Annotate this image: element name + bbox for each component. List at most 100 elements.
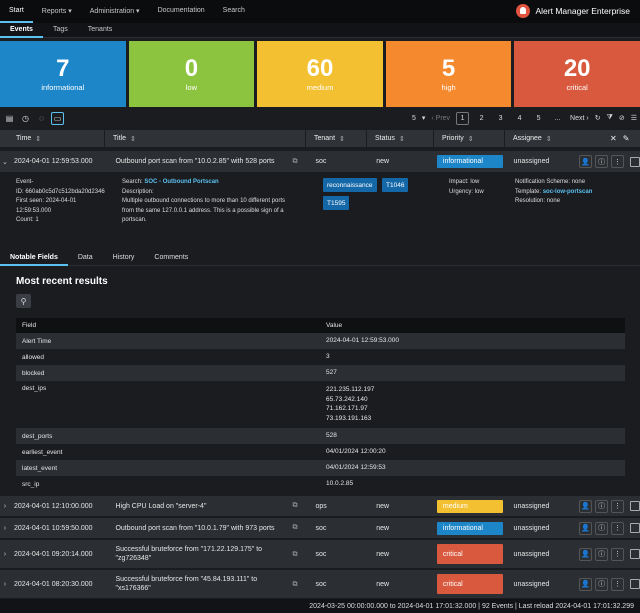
info-icon[interactable]: ⓘ bbox=[595, 499, 609, 513]
col-status[interactable]: Status ⇕ bbox=[367, 130, 434, 147]
field-value: 3 bbox=[326, 353, 330, 361]
tab-comments[interactable]: Comments bbox=[154, 254, 189, 261]
row-priority: critical bbox=[435, 570, 506, 598]
magic-wand-icon[interactable]: ⚲ bbox=[16, 294, 31, 308]
table-row[interactable]: › 2024-04-01 12:10:00.000 High CPU Load … bbox=[0, 495, 640, 516]
tile-label: medium bbox=[306, 83, 334, 92]
assign-user-icon[interactable]: 👤 bbox=[579, 577, 593, 591]
page-2[interactable]: 2 bbox=[479, 114, 484, 122]
page-5[interactable]: 5 bbox=[536, 114, 541, 122]
app-logo-icon bbox=[515, 4, 530, 18]
copy-icon[interactable]: ⧉ bbox=[292, 524, 298, 531]
ip-value: 221.235.112.197 bbox=[326, 386, 375, 393]
filter-clear-icon[interactable]: ⊘ bbox=[618, 115, 625, 122]
table-row[interactable]: › 2024-04-01 08:20:30.000 Successful bru… bbox=[0, 569, 640, 598]
page-3[interactable]: 3 bbox=[498, 114, 503, 122]
tag-reconnaissance[interactable]: reconnaissance bbox=[323, 178, 377, 192]
tag-t1595[interactable]: T1595 bbox=[323, 196, 350, 210]
col-priority[interactable]: Priority ⇕ bbox=[434, 130, 505, 147]
chevron-right-icon[interactable]: › bbox=[3, 502, 7, 510]
chevron-down-icon[interactable]: ▾ bbox=[421, 115, 426, 122]
refresh-icon[interactable]: ↻ bbox=[594, 115, 601, 122]
chevron-down-icon[interactable]: ⌄ bbox=[2, 158, 8, 166]
row-checkbox[interactable] bbox=[630, 156, 640, 167]
tile-low[interactable]: 0 low bbox=[128, 41, 255, 107]
template-label: Template: bbox=[515, 188, 542, 195]
hide-icon[interactable]: ◌ bbox=[39, 113, 44, 123]
table-header: Time ⇕ Title ⇕ Tenant ⇕ Status ⇕ Priority ⇕ A… bbox=[0, 130, 640, 147]
more-icon[interactable]: ⋮ bbox=[611, 521, 625, 535]
info-icon[interactable]: ⓘ bbox=[595, 577, 609, 591]
event-label: Event- bbox=[16, 179, 34, 185]
table-row[interactable]: › 2024-04-01 09:20:14.000 Successful bru… bbox=[0, 539, 640, 568]
close-icon[interactable]: ✕ bbox=[610, 134, 617, 143]
view-toggle-icon[interactable]: ▭ bbox=[51, 111, 64, 125]
nav-reports[interactable]: Reports ▾ bbox=[41, 7, 72, 15]
tab-history[interactable]: History bbox=[112, 254, 135, 261]
tab-events[interactable]: Events bbox=[0, 23, 43, 38]
copy-icon[interactable]: ⧉ bbox=[292, 157, 298, 165]
timer-icon[interactable]: ◷ bbox=[22, 113, 29, 123]
row-title: Outbound port scan from "10.0.1.79" with… bbox=[107, 518, 307, 538]
row-checkbox[interactable] bbox=[630, 549, 640, 559]
chevron-right-icon[interactable]: › bbox=[3, 550, 7, 558]
tab-tags[interactable]: Tags bbox=[52, 25, 68, 33]
row-checkbox[interactable] bbox=[630, 523, 640, 533]
info-icon[interactable]: ⓘ bbox=[595, 521, 609, 535]
more-icon[interactable]: ⋮ bbox=[611, 499, 625, 513]
more-icon[interactable]: ⋮ bbox=[611, 547, 625, 561]
prev-button[interactable]: ‹ Prev bbox=[431, 114, 451, 122]
col-tenant[interactable]: Tenant ⇕ bbox=[306, 130, 367, 147]
copy-icon[interactable]: ⧉ bbox=[292, 550, 298, 558]
nav-search[interactable]: Search bbox=[222, 7, 245, 14]
row-checkbox[interactable] bbox=[630, 501, 640, 511]
page-4[interactable]: 4 bbox=[517, 114, 522, 122]
tile-medium[interactable]: 60 medium bbox=[257, 41, 383, 107]
more-icon[interactable]: ⋮ bbox=[611, 577, 625, 591]
nav-documentation[interactable]: Documentation bbox=[157, 7, 205, 14]
tile-high[interactable]: 5 high bbox=[385, 41, 512, 107]
assign-user-icon[interactable]: 👤 bbox=[579, 521, 593, 535]
template-link[interactable]: soc-low-portscan bbox=[542, 188, 593, 195]
table-row: latest_event 04/01/2024 12:59:53 bbox=[16, 460, 625, 476]
assign-user-icon[interactable]: 👤 bbox=[579, 155, 593, 168]
tab-tenants[interactable]: Tenants bbox=[87, 25, 113, 33]
tab-data[interactable]: Data bbox=[77, 254, 93, 261]
first-seen-time: 12:59:53.000 bbox=[16, 207, 52, 214]
tab-notable-fields[interactable]: Notable Fields bbox=[0, 252, 68, 266]
col-title[interactable]: Title ⇕ bbox=[105, 130, 306, 147]
tile-critical[interactable]: 20 critical bbox=[514, 41, 640, 107]
info-icon[interactable]: ⓘ bbox=[595, 547, 609, 561]
more-icon[interactable]: ⋮ bbox=[611, 155, 625, 168]
page-1[interactable]: 1 bbox=[456, 111, 470, 125]
field-name: dest_ips bbox=[22, 385, 47, 392]
impact-info: Impact: low Urgency: low bbox=[449, 178, 484, 197]
next-button[interactable]: Next › bbox=[570, 114, 589, 122]
copy-icon[interactable]: ⧉ bbox=[292, 502, 298, 509]
table-row[interactable]: › 2024-04-01 10:59:50.000 Outbound port … bbox=[0, 517, 640, 538]
filter-icon[interactable]: ⧩ bbox=[606, 114, 613, 121]
edit-icon[interactable]: ✎ bbox=[622, 134, 630, 143]
chevron-right-icon[interactable]: › bbox=[3, 580, 7, 588]
assign-user-icon[interactable]: 👤 bbox=[579, 547, 593, 561]
row-assignee: unassigned bbox=[513, 158, 550, 165]
nav-start[interactable]: Start bbox=[0, 0, 33, 23]
chevron-right-icon[interactable]: › bbox=[3, 524, 7, 532]
results-head-value: Value bbox=[326, 321, 343, 329]
export-icon[interactable]: ▤ bbox=[5, 113, 14, 123]
row-checkbox[interactable] bbox=[630, 579, 640, 589]
tag-t1046[interactable]: T1046 bbox=[382, 178, 409, 192]
nav-administration[interactable]: Administration ▾ bbox=[89, 7, 140, 15]
page-size-select[interactable]: 5 bbox=[411, 114, 416, 122]
assign-user-icon[interactable]: 👤 bbox=[579, 499, 593, 513]
tile-informational[interactable]: 7 informational bbox=[0, 41, 126, 107]
search-link[interactable]: SOC - Outbound Portscan bbox=[144, 179, 219, 185]
columns-icon[interactable]: ☰ bbox=[630, 115, 637, 122]
info-icon[interactable]: ⓘ bbox=[595, 155, 609, 168]
col-time[interactable]: Time ⇕ bbox=[0, 130, 105, 147]
row-title-line: "zg726348" bbox=[115, 555, 152, 562]
table-row-expanded[interactable]: ⌄ 2024-04-01 12:59:53.000 Outbound port … bbox=[0, 150, 640, 172]
row-tenant: ops bbox=[315, 502, 327, 510]
copy-icon[interactable]: ⧉ bbox=[292, 580, 298, 588]
col-assignee[interactable]: Assignee ⇕ bbox=[505, 130, 600, 147]
